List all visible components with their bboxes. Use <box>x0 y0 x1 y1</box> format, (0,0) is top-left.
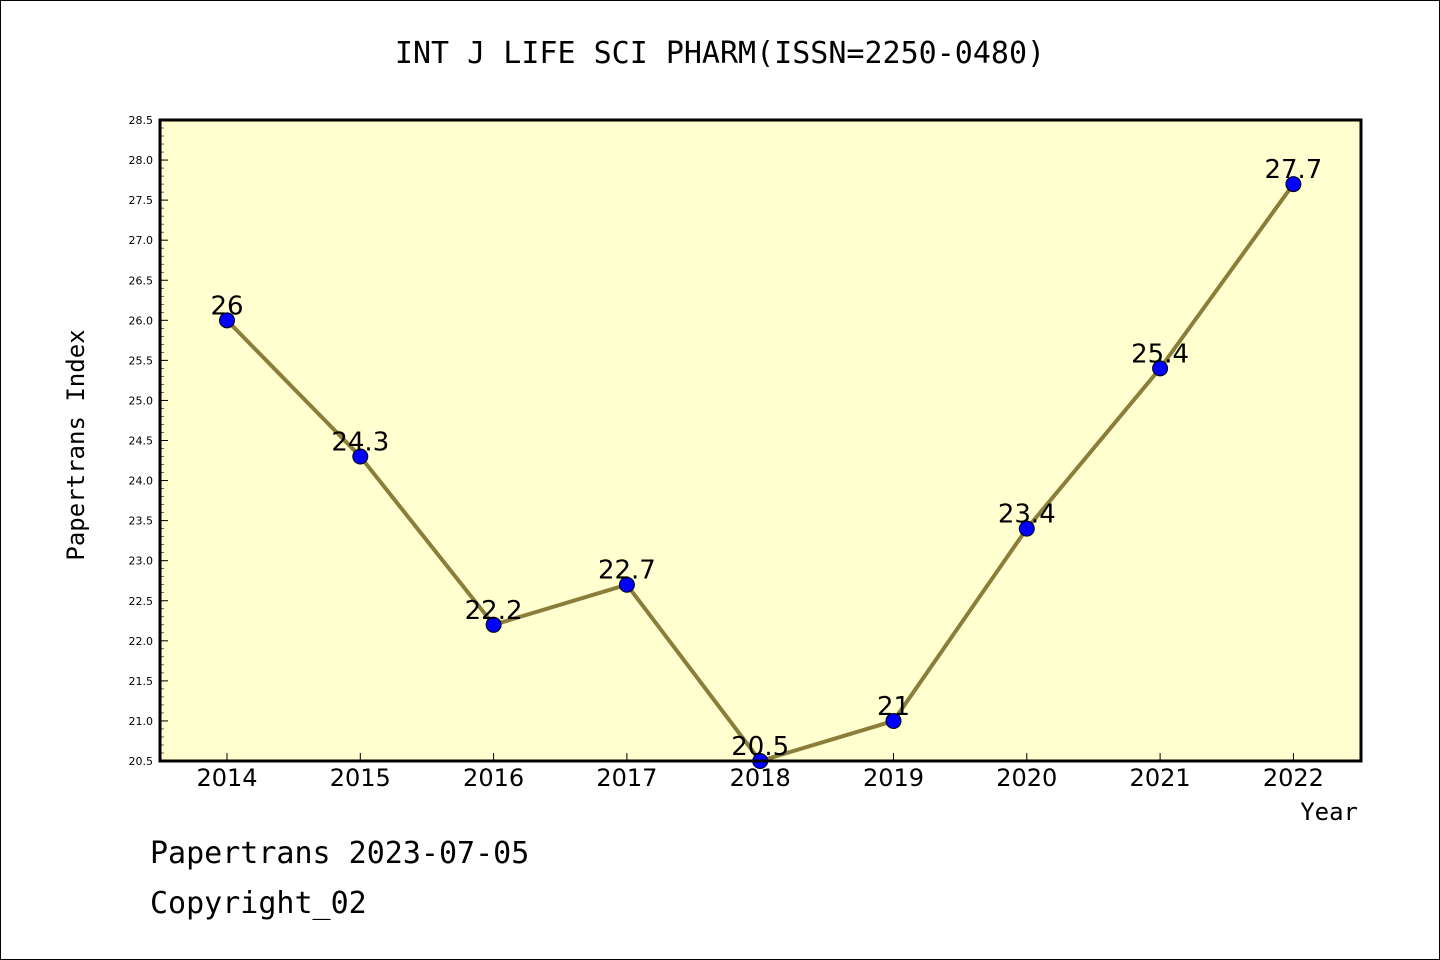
y-tick-label: 23.0 <box>129 555 154 568</box>
y-tick-label: 27.0 <box>129 234 154 247</box>
x-tick-label: 2021 <box>1130 764 1191 792</box>
data-label: 22.7 <box>598 556 656 586</box>
y-tick-label: 21.0 <box>129 715 154 728</box>
x-tick-label: 2020 <box>996 764 1057 792</box>
data-point <box>485 616 502 633</box>
y-tick-label: 24.5 <box>129 435 154 448</box>
data-label: 23.4 <box>998 500 1056 530</box>
data-point <box>352 448 369 465</box>
data-point <box>1152 360 1169 377</box>
y-tick-label: 22.0 <box>129 635 154 648</box>
y-tick-label: 27.5 <box>129 194 154 207</box>
y-tick-label: 20.5 <box>129 755 154 768</box>
chart-title: INT J LIFE SCI PHARM(ISSN=2250-0480) <box>394 36 1046 71</box>
data-point <box>219 312 235 329</box>
data-label: 25.4 <box>1131 339 1189 369</box>
y-tick-label: 28.5 <box>129 114 154 127</box>
footer-copyright: Copyright_02 <box>150 886 367 921</box>
y-tick-label: 25.0 <box>129 394 154 407</box>
x-axis-label: Year <box>1300 798 1358 826</box>
plot-border <box>158 118 1363 763</box>
y-tick-label: 21.5 <box>129 675 154 688</box>
footer-date: Papertrans 2023-07-05 <box>150 836 530 871</box>
x-tick-label: 2014 <box>196 764 257 792</box>
y-tick-label: 26.0 <box>129 314 154 327</box>
data-label: 21 <box>877 692 910 722</box>
y-tick-label: 25.5 <box>129 354 154 367</box>
y-tick-label: 26.5 <box>129 274 154 287</box>
plot-area <box>160 120 1361 761</box>
data-point <box>618 576 635 593</box>
data-label: 24.3 <box>331 428 389 458</box>
x-tick-label: 2016 <box>463 764 524 792</box>
x-tick-label: 2017 <box>596 764 657 792</box>
data-label: 26 <box>210 291 243 321</box>
data-point <box>1285 176 1302 193</box>
data-point <box>885 712 902 729</box>
y-tick-label: 22.5 <box>129 595 154 608</box>
data-label: 22.2 <box>465 596 523 626</box>
x-axis-ticks: 2014 2015 2016 2017 2018 2019 2020 2021 2022 <box>196 753 1324 792</box>
data-point <box>1018 520 1035 537</box>
y-tick-label: 23.5 <box>129 515 154 528</box>
data-labels: 26 24.3 22.2 22.7 20.5 21 23.4 25.4 27.7 <box>210 155 1322 762</box>
data-label: 27.7 <box>1264 155 1322 185</box>
data-label: 20.5 <box>731 732 789 762</box>
data-points <box>219 176 1302 769</box>
x-tick-label: 2015 <box>330 764 391 792</box>
x-tick-label: 2019 <box>863 764 924 792</box>
y-tick-label: 24.0 <box>129 475 154 488</box>
x-tick-label: 2022 <box>1263 764 1324 792</box>
y-tick-label: 28.0 <box>129 154 154 167</box>
